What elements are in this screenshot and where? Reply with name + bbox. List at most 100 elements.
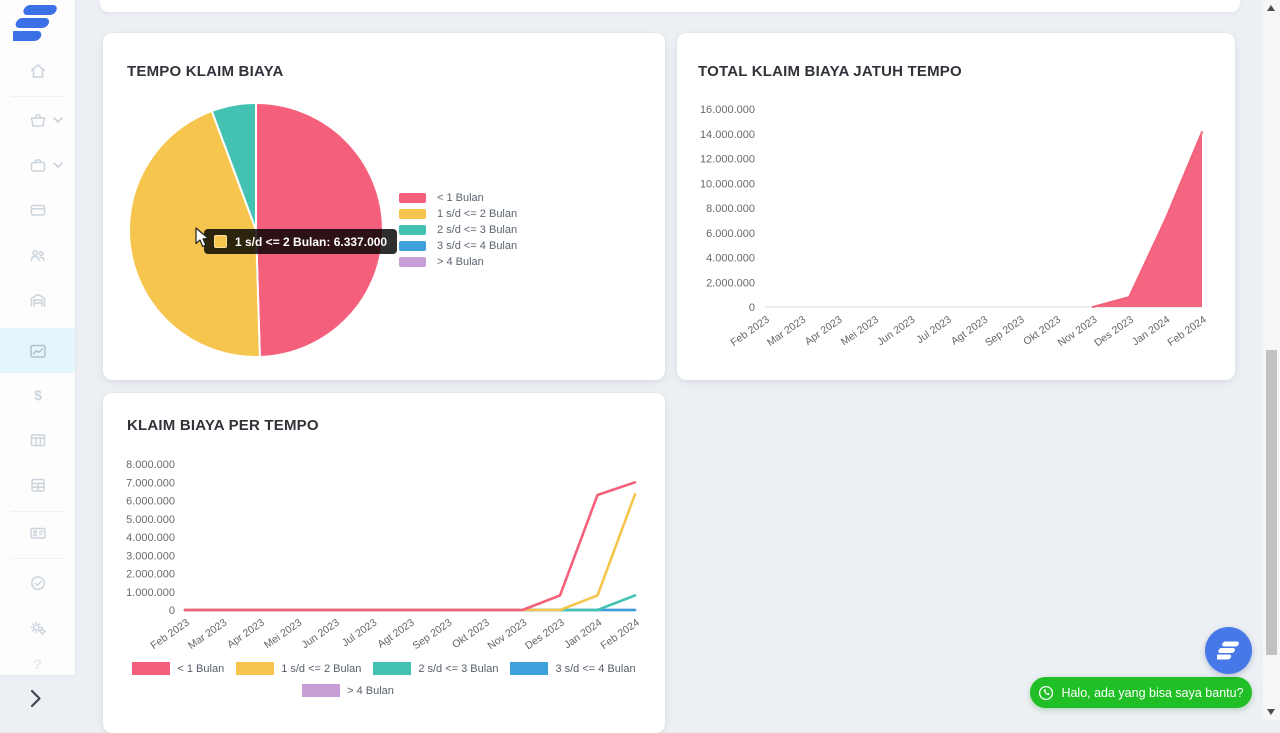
area-series[interactable] <box>765 132 1202 307</box>
briefcase-icon <box>30 159 45 172</box>
legend-item[interactable]: > 4 Bulan <box>302 684 394 697</box>
legend-label: 3 s/d <= 4 Bulan <box>437 240 518 252</box>
y-axis-tick-label: 2.000.000 <box>706 277 755 289</box>
table-list-icon <box>30 434 45 447</box>
sidebar-divider <box>11 511 64 512</box>
sidebar-item-employees[interactable] <box>0 511 75 555</box>
sidebar-collapse-button[interactable] <box>30 689 42 713</box>
y-axis-tick-label: 0 <box>169 605 175 617</box>
legend-swatch <box>132 662 171 675</box>
x-axis-tick-label: Sep 2023 <box>983 314 1027 350</box>
line-legend-row-1: < 1 Bulan 1 s/d <= 2 Bulan 2 s/d <= 3 Bula… <box>103 662 665 675</box>
card-total-klaim-biaya-jatuh-tempo: TOTAL KLAIM BIAYA JATUH TEMPO 0 2.000.000… <box>677 33 1235 380</box>
sidebar-item-customers[interactable] <box>0 233 75 277</box>
legend-swatch <box>373 662 412 675</box>
brand-logo-icon <box>1216 641 1239 659</box>
sidebar-item-briefcase[interactable] <box>0 143 75 187</box>
sidebar-item-tables[interactable] <box>0 418 75 462</box>
legend-label: < 1 Bulan <box>177 662 225 675</box>
legend-swatch <box>399 257 426 267</box>
x-axis-tick-label: Des 2023 <box>523 617 567 653</box>
chart-tooltip: 1 s/d <= 2 Bulan: 6.337.000 <box>204 229 398 254</box>
sidebar-item-finance[interactable]: $ <box>0 373 75 417</box>
chat-launcher-button[interactable] <box>1205 627 1252 674</box>
pie-slice[interactable] <box>210 102 257 231</box>
x-axis-tick-label: Sep 2023 <box>411 617 455 653</box>
legend-label: > 4 Bulan <box>347 684 394 697</box>
legend-item[interactable]: 1 s/d <= 2 Bulan <box>236 662 361 675</box>
legend-item[interactable]: 2 s/d <= 3 Bulan <box>373 662 498 675</box>
x-axis-tick-label: Okt 2023 <box>450 617 492 651</box>
x-axis-tick-label: Apr 2023 <box>803 314 845 348</box>
y-axis-tick-label: 8.000.000 <box>706 203 755 215</box>
whatsapp-chat-button[interactable]: Halo, ada yang bisa saya bantu? <box>1030 677 1252 708</box>
legend-label: 2 s/d <= 3 Bulan <box>437 224 518 236</box>
sidebar-item-home[interactable] <box>0 49 75 93</box>
legend-item[interactable]: 3 s/d <= 4 Bulan <box>399 240 518 252</box>
y-axis-tick-label: 14.000.000 <box>700 129 755 141</box>
card-tempo-klaim-biaya: TEMPO KLAIM BIAYA < 1 Bulan 1 s/d <= 2 Bu… <box>103 33 665 380</box>
legend-item[interactable]: < 1 Bulan <box>132 662 224 675</box>
tooltip-color-marker <box>214 235 227 248</box>
scrollbar-down-arrow-icon[interactable] <box>1267 709 1275 715</box>
x-axis-tick-label: Nov 2023 <box>1056 314 1100 350</box>
warehouse-icon <box>30 293 45 307</box>
x-axis-tick-label: Mar 2023 <box>186 617 229 652</box>
y-axis-tick-label: 4.000.000 <box>706 253 755 265</box>
line-series[interactable] <box>183 493 637 612</box>
line-series[interactable] <box>183 481 637 612</box>
x-axis-tick-label: Mar 2023 <box>765 314 808 349</box>
legend-item[interactable]: < 1 Bulan <box>399 192 517 204</box>
x-axis-tick-label: Jan 2024 <box>562 617 604 652</box>
pie-legend: < 1 Bulan 1 s/d <= 2 Bulan 2 s/d <= 3 Bula… <box>399 192 518 273</box>
help-icon: ? <box>33 655 42 672</box>
y-axis-tick-label: 12.000.000 <box>700 154 755 166</box>
sidebar-item-register[interactable] <box>0 463 75 507</box>
svg-text:$: $ <box>34 387 42 403</box>
sidebar-divider <box>11 96 64 97</box>
y-axis-tick-label: 0 <box>749 302 755 314</box>
legend-item[interactable]: > 4 Bulan <box>399 256 517 268</box>
chart-line-icon <box>29 344 46 358</box>
area-chart[interactable]: 0 2.000.000 4.000.000 6.000.000 8.000.000 10.… <box>677 33 1235 380</box>
x-axis-tick-label: Apr 2023 <box>225 617 267 651</box>
legend-item[interactable]: 1 s/d <= 2 Bulan <box>399 208 517 220</box>
x-axis-tick-label: Feb 2023 <box>728 314 771 349</box>
sidebar-item-warehouse[interactable] <box>0 278 75 322</box>
y-axis-tick-label: 3.000.000 <box>126 550 175 562</box>
previous-card-edge <box>100 0 1240 12</box>
legend-item[interactable]: 2 s/d <= 3 Bulan <box>399 224 518 236</box>
dollar-icon: $ <box>34 387 42 403</box>
x-axis-tick-label: Jan 2024 <box>1130 314 1172 349</box>
y-axis-tick-label: 7.000.000 <box>126 477 175 489</box>
legend-label: 1 s/d <= 2 Bulan <box>281 662 362 675</box>
sidebar-item-shopping[interactable] <box>0 98 75 142</box>
legend-label: 2 s/d <= 3 Bulan <box>418 662 499 675</box>
sidebar-item-reports[interactable] <box>0 328 75 373</box>
legend-label: > 4 Bulan <box>437 256 484 268</box>
x-axis-tick-label: Jun 2023 <box>875 314 917 349</box>
sidebar-item-help[interactable]: ? <box>0 652 75 675</box>
chat-bubble-text: Halo, ada yang bisa saya bantu? <box>1061 685 1244 700</box>
legend-swatch <box>510 662 549 675</box>
legend-swatch <box>399 225 426 235</box>
x-axis-tick-label: Des 2023 <box>1092 314 1136 350</box>
legend-label: 3 s/d <= 4 Bulan <box>555 662 636 675</box>
chevron-down-icon <box>53 162 63 168</box>
app-logo[interactable] <box>7 5 61 48</box>
card-title: KLAIM BIAYA PER TEMPO <box>127 417 319 434</box>
scrollbar-up-arrow-icon[interactable] <box>1267 5 1275 11</box>
line-chart[interactable]: 0 1.000.000 2.000.000 3.000.000 4.000.000 5.0… <box>103 393 665 661</box>
sidebar-item-payments[interactable] <box>0 188 75 232</box>
scrollbar-thumb[interactable] <box>1266 350 1277 655</box>
sidebar-item-approvals[interactable] <box>0 561 75 605</box>
sidebar-item-settings[interactable] <box>0 606 75 650</box>
legend-item[interactable]: 3 s/d <= 4 Bulan <box>510 662 636 675</box>
y-axis-tick-label: 6.000.000 <box>126 496 175 508</box>
x-axis-tick-label: Mei 2023 <box>262 617 304 652</box>
pie-slice[interactable] <box>128 109 261 358</box>
tooltip-text: 1 s/d <= 2 Bulan: 6.337.000 <box>235 234 388 249</box>
x-axis-tick-label: Okt 2023 <box>1021 314 1063 348</box>
cash-register-icon <box>30 478 45 492</box>
credit-card-icon <box>30 204 45 216</box>
